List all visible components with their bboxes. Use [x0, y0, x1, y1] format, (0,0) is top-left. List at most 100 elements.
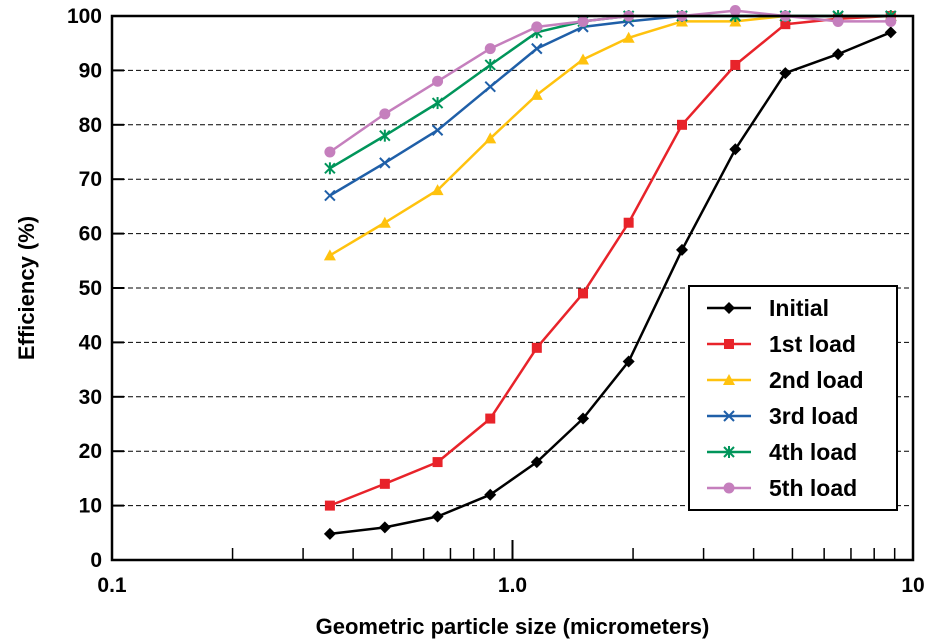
- axis-ticks: 0 10 20 30 40 50 60 70 80 90 100 0.1 1.0 10: [67, 5, 925, 597]
- legend-item: 5th load: [707, 475, 857, 501]
- legend-marker: [723, 410, 735, 422]
- data-point: [324, 189, 336, 202]
- data-point: [484, 81, 496, 93]
- data-point: [484, 58, 496, 71]
- data-point: [378, 521, 391, 534]
- data-point: [729, 143, 742, 156]
- series-3rd-load: [324, 10, 897, 202]
- data-point: [531, 42, 543, 55]
- data-point: [324, 162, 336, 175]
- marker-stroke: [484, 81, 496, 93]
- data-point: [677, 119, 688, 130]
- data-point: [484, 43, 496, 55]
- y-tick-label: 90: [79, 59, 102, 82]
- data-point: [730, 59, 741, 70]
- data-point: [530, 88, 543, 100]
- legend-label: 1st load: [769, 331, 856, 357]
- x-tick-label: 10: [901, 574, 924, 597]
- series-line: [329, 14, 891, 197]
- legend: Initial 1st load 2nd load 3rd load 4th load 5…: [688, 285, 898, 511]
- series-5th-load: [324, 5, 897, 158]
- data-point: [780, 19, 791, 30]
- marker-stroke: [431, 124, 444, 136]
- y-tick-label: 100: [67, 5, 102, 28]
- legend-item: 2nd load: [707, 367, 864, 393]
- y-tick-label: 30: [79, 386, 102, 409]
- data-point: [432, 75, 444, 87]
- data-point: [531, 21, 543, 33]
- data-point: [323, 527, 336, 540]
- data-point: [577, 15, 589, 27]
- marker-stroke: [723, 410, 735, 422]
- data-point: [729, 5, 741, 17]
- data-point: [885, 15, 897, 27]
- data-point: [379, 129, 391, 142]
- x-axis-title: Geometric particle size (micrometers): [316, 614, 710, 639]
- legend-marker: [724, 339, 734, 349]
- legend-item: 4th load: [707, 439, 857, 465]
- legend-marker: [723, 482, 735, 494]
- data-point: [378, 216, 391, 228]
- data-point: [431, 124, 444, 136]
- data-point: [484, 132, 497, 144]
- data-point: [622, 355, 635, 368]
- legend-marker: [723, 446, 735, 458]
- data-point: [379, 108, 391, 120]
- data-point: [431, 184, 444, 196]
- data-point: [324, 500, 335, 511]
- legend-label: 5th load: [769, 475, 857, 501]
- legend-item: Initial: [707, 295, 829, 321]
- data-point: [485, 413, 496, 424]
- data-point: [484, 488, 497, 501]
- data-point: [884, 26, 897, 39]
- data-point: [832, 15, 844, 27]
- series-initial: [323, 26, 897, 540]
- y-tick-label: 20: [79, 440, 102, 463]
- series-line: [329, 14, 891, 507]
- data-point: [622, 31, 635, 43]
- legend-box: [688, 285, 898, 511]
- data-point: [431, 97, 444, 110]
- data-point: [323, 249, 336, 261]
- data-point: [432, 457, 443, 468]
- data-point: [531, 342, 542, 353]
- data-point: [431, 510, 444, 523]
- y-tick-label: 10: [79, 495, 102, 518]
- data-point: [578, 288, 589, 299]
- legend-marker: [723, 302, 735, 314]
- data-point: [779, 67, 792, 80]
- series-2nd-load: [323, 10, 897, 261]
- data-point: [530, 456, 543, 469]
- y-tick-label: 80: [79, 114, 102, 137]
- legend-item: 3rd load: [707, 403, 858, 429]
- data-point: [379, 478, 390, 489]
- legend-marker: [723, 374, 735, 385]
- y-tick-label: 60: [79, 223, 102, 246]
- data-point: [832, 48, 845, 61]
- data-point: [577, 53, 590, 65]
- legend-label: 4th load: [769, 439, 857, 465]
- data-point: [676, 243, 689, 256]
- marker-stroke: [531, 42, 543, 55]
- legend-label: Initial: [769, 295, 829, 321]
- data-point: [577, 412, 590, 425]
- series-line: [329, 31, 892, 536]
- marker-stroke: [379, 157, 391, 169]
- y-tick-label: 50: [79, 277, 102, 300]
- data-point: [623, 217, 634, 228]
- y-tick-label: 0: [90, 549, 102, 572]
- x-tick-label: 0.1: [97, 574, 127, 597]
- y-tick-label: 40: [79, 331, 102, 354]
- data-point: [379, 157, 391, 169]
- series-1st-load: [324, 11, 896, 511]
- series-line: [329, 14, 891, 257]
- series-line: [329, 9, 891, 154]
- x-tick-label: 1.0: [498, 574, 527, 597]
- y-tick-label: 70: [79, 168, 102, 191]
- series-4th-load: [324, 10, 897, 175]
- legend-item: 1st load: [707, 331, 856, 357]
- y-axis-title: Efficiency (%): [14, 216, 39, 360]
- legend-label: 3rd load: [769, 403, 858, 429]
- marker-stroke: [324, 189, 336, 202]
